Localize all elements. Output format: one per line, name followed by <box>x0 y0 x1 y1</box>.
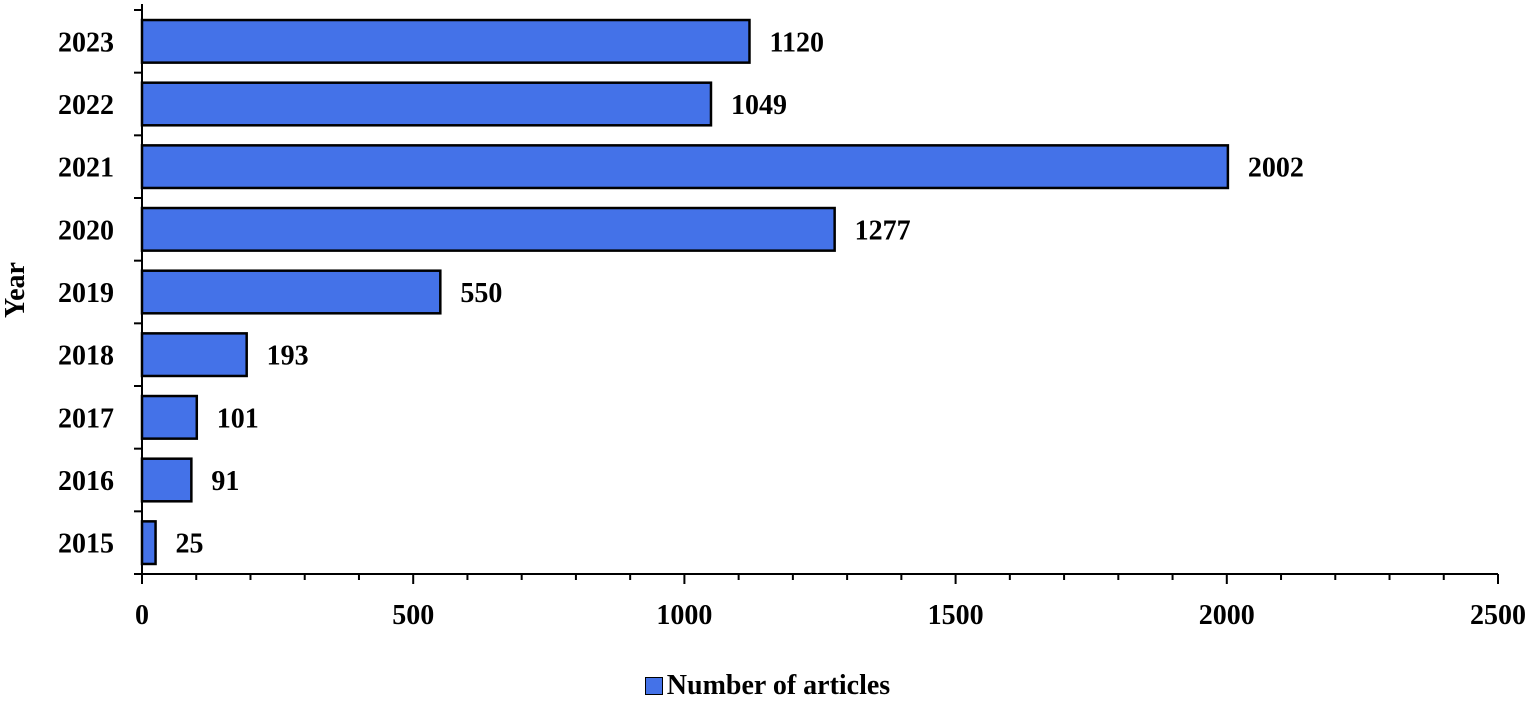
bars-layer <box>140 18 1230 566</box>
y-tick-label-2017: 2017 <box>58 403 114 434</box>
data-label-2017: 101 <box>217 403 259 434</box>
y-tick-label-2019: 2019 <box>58 278 114 309</box>
x-tick-label-1500: 1500 <box>928 600 984 631</box>
data-label-2018: 193 <box>267 341 309 372</box>
legend-label: Number of articles <box>666 670 891 701</box>
x-tick-label-2500: 2500 <box>1470 600 1526 631</box>
bar-2022 <box>140 81 713 127</box>
bar-2017 <box>140 394 199 440</box>
data-label-2020: 1277 <box>855 215 911 246</box>
data-label-2015: 25 <box>176 529 204 560</box>
y-tick-label-2023: 2023 <box>58 27 114 58</box>
bar-2018 <box>140 332 248 378</box>
x-tick-label-1000: 1000 <box>656 600 712 631</box>
axes-layer: 2023 2022 2021 2020 2019 2018 2017 2016 2015 0 500… <box>58 4 1526 631</box>
y-tick-label-2016: 2016 <box>58 466 114 497</box>
y-tick-label-2015: 2015 <box>58 529 114 560</box>
data-label-2021: 2002 <box>1248 153 1304 184</box>
legend-swatch <box>644 677 663 695</box>
x-tick-label-500: 500 <box>392 600 434 631</box>
data-labels-layer: 1120 1049 2002 1277 550 193 101 91 25 <box>176 27 1304 559</box>
y-tick-label-2021: 2021 <box>58 153 114 184</box>
x-tick-label-0: 0 <box>135 600 149 631</box>
data-label-2016: 91 <box>211 466 239 497</box>
legend: Number of articles <box>0 672 1535 700</box>
y-tick-label-2018: 2018 <box>58 341 114 372</box>
bar-2021 <box>140 144 1230 190</box>
x-tick-label-2000: 2000 <box>1199 600 1255 631</box>
bar-2023 <box>140 18 751 64</box>
y-tick-label-2022: 2022 <box>58 90 114 121</box>
bar-2019 <box>140 269 442 315</box>
data-label-2019: 550 <box>460 278 502 309</box>
data-label-2023: 1120 <box>769 27 823 58</box>
bar-2020 <box>140 206 836 252</box>
data-label-2022: 1049 <box>731 90 787 121</box>
y-tick-label-2020: 2020 <box>58 215 114 246</box>
bar-2015 <box>140 520 157 566</box>
y-axis-title: Year <box>0 262 31 318</box>
bar-2016 <box>140 457 193 503</box>
